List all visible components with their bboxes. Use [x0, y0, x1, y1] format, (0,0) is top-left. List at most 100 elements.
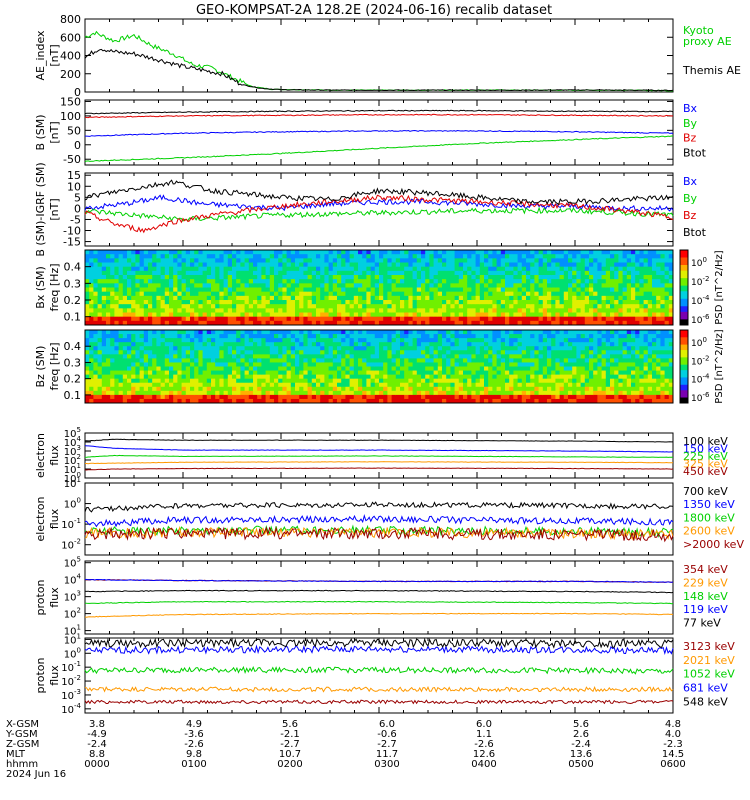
spectrogram-cell [400, 250, 405, 255]
spectrogram-cell [118, 338, 124, 343]
spectrogram-cell [185, 270, 191, 276]
spectrogram-cell [194, 374, 199, 380]
y-tick-label: 0 [74, 202, 81, 215]
spectrogram-cell [127, 250, 132, 255]
spectrogram-cell [324, 266, 330, 272]
spectrogram-cell [383, 308, 388, 313]
spectrogram-cell [395, 330, 401, 335]
spectrogram-cell [509, 291, 514, 297]
spectrogram-cell [143, 279, 149, 284]
spectrogram-cell [106, 287, 111, 293]
spectrogram-cell [366, 330, 372, 335]
spectrogram-cell [467, 382, 472, 388]
spectrogram-cell [122, 308, 128, 313]
spectrogram-cell [479, 250, 485, 255]
spectrogram-cell [181, 338, 187, 343]
spectrogram-cell [601, 304, 607, 309]
spectrogram-cell [215, 378, 220, 384]
spectrogram-cell [580, 304, 586, 309]
spectrogram-cell [290, 370, 296, 376]
spectrogram-cell [274, 270, 279, 276]
colorbar-swatch [680, 302, 688, 305]
spectrogram-cell [496, 304, 502, 309]
spectrogram-cell [299, 262, 304, 268]
spectrogram-cell [89, 250, 94, 255]
spectrogram-cell [559, 300, 565, 305]
spectrogram-cell [416, 270, 422, 276]
spectrogram-cell [253, 370, 258, 376]
spectrogram-cell [190, 304, 195, 309]
spectrogram-cell [181, 308, 187, 313]
spectrogram-cell [593, 320, 598, 326]
spectrogram-cell [143, 270, 149, 276]
spectrogram-cell [156, 250, 162, 255]
spectrogram-cell [89, 300, 94, 305]
spectrogram-cell [605, 312, 611, 318]
spectrogram-cell [227, 291, 233, 297]
spectrogram-cell [190, 366, 195, 372]
spectrogram-cell [509, 316, 514, 322]
spectrogram-cell [576, 254, 582, 259]
spectrogram-cell [265, 308, 271, 313]
spectrogram-cell [110, 308, 115, 313]
spectrogram-cell [156, 346, 162, 351]
spectrogram-cell [366, 258, 372, 263]
spectrogram-cell [169, 386, 174, 392]
spectrogram-cell [135, 308, 141, 313]
spectrogram-cell [311, 283, 317, 288]
spectrogram-cell [458, 390, 464, 396]
spectrogram-cell [572, 250, 577, 255]
spectrogram-cell [85, 370, 90, 376]
spectrogram-cell [458, 382, 464, 388]
spectrogram-cell [211, 330, 216, 335]
spectrogram-cell [295, 320, 300, 326]
spectrogram-cell [341, 308, 346, 313]
spectrogram-cell [454, 304, 460, 309]
spectrogram-cell [475, 358, 481, 363]
spectrogram-cell [538, 386, 544, 392]
spectrogram-cell [131, 258, 136, 263]
spectrogram-cell [106, 320, 111, 326]
spectrogram-cell [85, 330, 90, 335]
spectrogram-cell [521, 266, 527, 272]
spectrogram-cell [488, 330, 493, 335]
spectrogram-cell [194, 254, 199, 259]
spectrogram-cell [265, 378, 271, 384]
spectrogram-cell [337, 394, 342, 400]
spectrogram-cell [139, 308, 145, 313]
spectrogram-cell [622, 266, 628, 272]
spectrogram-cell [484, 378, 489, 384]
spectrogram-cell [223, 342, 229, 347]
spectrogram-cell [467, 250, 472, 255]
spectrogram-cell [240, 312, 246, 318]
spectrogram-cell [433, 342, 439, 347]
spectrogram-cell [387, 254, 393, 259]
spectrogram-cell [391, 316, 397, 322]
spectrogram-cell [290, 279, 296, 284]
spectrogram-cell [505, 250, 510, 255]
spectrogram-cell [370, 386, 376, 392]
spectrogram-cell [332, 338, 338, 343]
spectrogram-cell [408, 338, 414, 343]
spectrogram-cell [534, 262, 540, 268]
spectrogram-cell [450, 378, 456, 384]
spectrogram-cell [568, 346, 573, 351]
spectrogram-cell [429, 250, 435, 255]
spectrogram-cell [139, 386, 145, 392]
spectrogram-cell [353, 386, 359, 392]
spectrogram-cell [202, 382, 208, 388]
spectrogram-cell [353, 279, 359, 284]
spectrogram-cell [509, 386, 514, 392]
spectrogram-cell [202, 287, 208, 293]
spectrogram-cell [408, 312, 414, 318]
spectrogram-cell [227, 266, 233, 272]
spectrogram-cell [500, 320, 506, 326]
spectrogram-cell [240, 291, 246, 297]
spectrogram-cell [282, 304, 288, 309]
spectrogram-cell [412, 334, 418, 339]
spectrogram-cell [156, 320, 162, 326]
spectrogram-cell [169, 262, 174, 268]
spectrogram-cell [484, 258, 489, 263]
spectrogram-cell [286, 304, 292, 309]
spectrogram-cell [211, 250, 216, 255]
